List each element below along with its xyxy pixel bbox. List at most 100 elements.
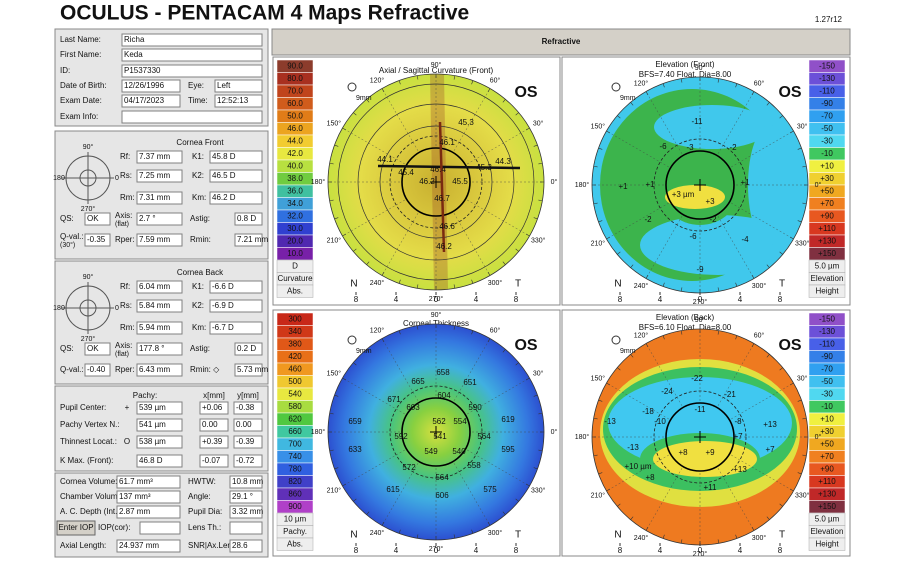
- scale-caption: D: [292, 261, 298, 270]
- field-label: Axial Length:: [60, 541, 106, 550]
- map-value: +1: [645, 180, 655, 189]
- rim-tick: [779, 251, 783, 255]
- input-box: [229, 505, 263, 519]
- scale-label: +10: [820, 414, 834, 423]
- rim-tick: [617, 251, 621, 255]
- field-label: Date of Birth:: [60, 81, 107, 90]
- zoom-icon: [347, 82, 357, 92]
- input-box: [229, 521, 263, 535]
- field-label: Rper:: [115, 365, 135, 374]
- degree-label: 180°: [311, 428, 326, 436]
- scale-label: -90: [821, 99, 833, 108]
- zoom-label: 9mm: [620, 348, 636, 355]
- version: 1.27r12: [815, 15, 843, 24]
- eye-label: OS: [778, 84, 801, 101]
- rim-tick: [381, 521, 385, 526]
- enter-iop-button[interactable]: [56, 520, 96, 536]
- rim-tick: [381, 88, 385, 93]
- row-label: Pupil Center:: [60, 403, 106, 412]
- cell-value: 538 µm: [139, 437, 166, 446]
- rim-tick: [766, 516, 770, 520]
- meridian: [645, 91, 683, 154]
- scale-label: -10: [821, 402, 833, 411]
- field-value: 12:52:13: [217, 96, 249, 105]
- field-label: Angle:: [188, 492, 211, 501]
- rim-tick: [735, 282, 738, 287]
- rim-tick: [398, 529, 401, 534]
- scale-label: -70: [821, 111, 833, 120]
- scale-label: +110: [818, 224, 836, 233]
- ring: [357, 103, 515, 261]
- meridian: [381, 213, 419, 276]
- map-value: 606: [435, 491, 449, 500]
- rim-tick: [593, 454, 598, 457]
- row-symbol: O: [124, 437, 130, 446]
- map-value: +10 µm: [624, 462, 651, 471]
- input-box: [136, 169, 183, 183]
- scale-label: -130: [819, 327, 836, 336]
- scale-label: -10: [821, 149, 833, 158]
- degree-label: 270°: [693, 550, 708, 558]
- rim-tick: [598, 220, 603, 223]
- input-box: [136, 342, 183, 356]
- field-label: Time:: [188, 96, 208, 105]
- input-box: [229, 475, 263, 489]
- degree-label: 60°: [754, 332, 765, 340]
- degree-label: 120°: [634, 80, 649, 88]
- map-value: -18: [642, 407, 654, 416]
- input-box: [136, 363, 183, 377]
- cell-value: 541 µm: [139, 420, 166, 429]
- input-box: [209, 150, 263, 164]
- rim-tick: [453, 534, 456, 539]
- rim-tick: [717, 539, 720, 544]
- scale-label: +70: [820, 452, 834, 461]
- field-value: 6.43 mm: [139, 365, 170, 374]
- scale-label: 46.0: [287, 124, 303, 133]
- field-value: 177.8 °: [139, 344, 164, 353]
- scale-label: 32.0: [287, 211, 303, 220]
- scale-label: 540: [288, 389, 302, 398]
- meridian: [467, 449, 530, 487]
- map-value: +13: [763, 420, 777, 429]
- rim-tick: [502, 511, 506, 515]
- field-value: 0.2 D: [237, 344, 256, 353]
- scale-label: 70.0: [287, 86, 303, 95]
- meridian: [381, 463, 419, 526]
- field-label: Exam Info:: [60, 112, 98, 121]
- map-value: 45.5: [452, 177, 468, 186]
- rim-tick: [617, 115, 621, 119]
- degree-label: 270°: [429, 295, 444, 303]
- degree-label: 0°: [551, 428, 558, 436]
- enter-iop-label[interactable]: Enter IOP: [58, 523, 93, 532]
- scale-caption: 5.0 µm: [815, 261, 840, 270]
- degree-label: 120°: [370, 327, 385, 335]
- input-box: [234, 233, 263, 247]
- map-value: -6: [659, 142, 667, 151]
- map-value: 46.7: [434, 194, 450, 203]
- input-box: [116, 539, 181, 553]
- cell-value: 0.00: [236, 420, 252, 429]
- map-value: +7: [733, 432, 743, 441]
- degree-label: 240°: [370, 529, 385, 537]
- rim-tick: [680, 78, 683, 83]
- meridian: [381, 88, 419, 151]
- rim-tick: [630, 516, 634, 520]
- row-label: Thinnest Locat.:: [60, 437, 117, 446]
- map-value: 633: [348, 445, 362, 454]
- map-value: 604: [437, 391, 451, 400]
- map-value: 554: [453, 417, 467, 426]
- scale-caption: Curvature: [277, 274, 313, 283]
- axis-diagram-label: 180: [53, 305, 65, 312]
- rim-tick: [334, 394, 339, 397]
- meridian: [453, 213, 491, 276]
- field-value: 137 mm³: [119, 492, 151, 501]
- rim-tick: [366, 511, 370, 515]
- map-value: 540: [452, 447, 466, 456]
- rim-tick: [487, 521, 491, 526]
- field-label: First Name:: [60, 50, 101, 59]
- degree-label: 210°: [327, 486, 342, 494]
- map-value: -24: [661, 387, 673, 396]
- zoom-icon: [611, 82, 621, 92]
- meridian: [717, 468, 755, 531]
- degree-label: 210°: [591, 491, 606, 499]
